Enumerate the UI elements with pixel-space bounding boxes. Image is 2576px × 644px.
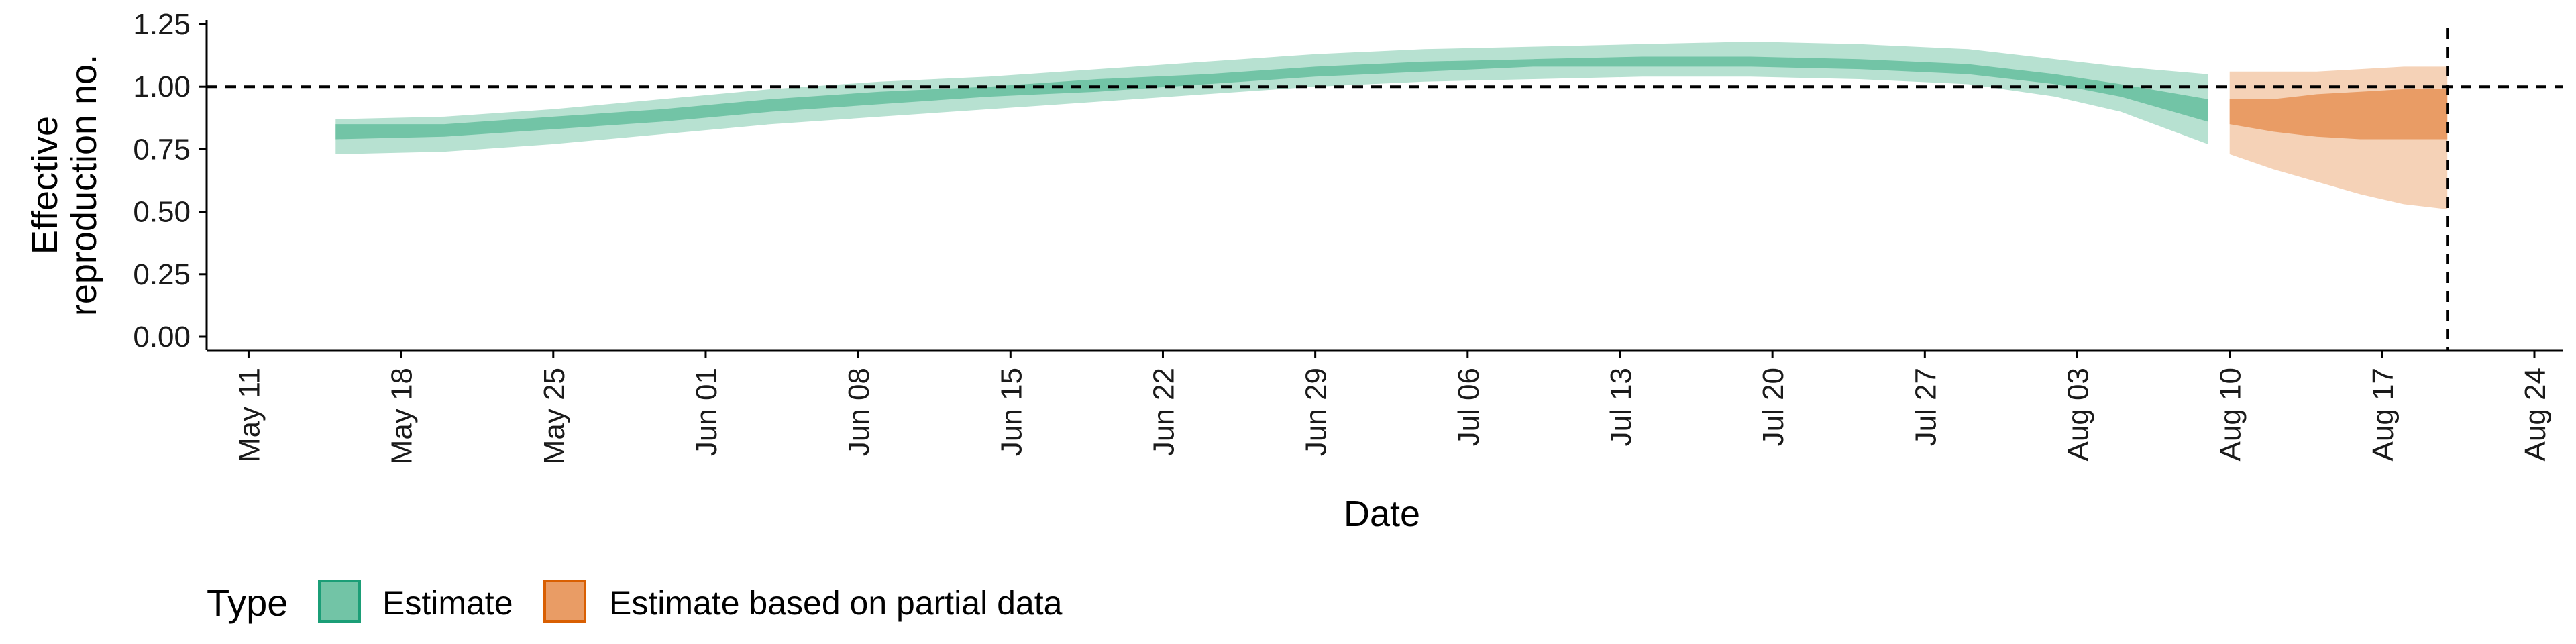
- x-tick-label: May 11: [233, 368, 266, 462]
- y-tick-label: 1.00: [133, 70, 191, 103]
- legend-title: Type: [207, 582, 288, 624]
- legend: Type Estimate Estimate based on partial …: [207, 580, 1063, 624]
- y-tick-label: 0.50: [133, 196, 191, 229]
- y-tick-label: 0.75: [133, 133, 191, 166]
- x-tick-label: Jun 01: [690, 368, 723, 456]
- legend-swatch-partial: [543, 580, 586, 623]
- y-tick-label: 0.25: [133, 258, 191, 291]
- legend-label-partial: Estimate based on partial data: [609, 584, 1063, 622]
- y-ticks: 0.00 0.25 0.50 0.75 1.00 1.25: [133, 8, 207, 354]
- x-tick-label: Jul 20: [1757, 368, 1790, 446]
- x-tick-label: Jul 27: [1909, 368, 1942, 446]
- y-tick-label: 0.00: [133, 321, 191, 354]
- x-ticks: May 11 May 18 May 25 Jun 01 Jun 08 Jun 15 Jun …: [233, 350, 2552, 464]
- legend-label-estimate: Estimate: [382, 584, 513, 622]
- y-tick-label: 1.25: [133, 8, 191, 41]
- series-0-outer-band: [335, 42, 2208, 154]
- x-tick-label: Jun 29: [1300, 368, 1333, 456]
- x-tick-label: Jun 08: [843, 368, 875, 456]
- y-axis-title: Effective reproduction no.: [25, 54, 104, 316]
- x-tick-label: Jul 06: [1452, 368, 1485, 446]
- y-axis-title-line-2: reproduction no.: [64, 54, 104, 316]
- x-tick-label: Aug 24: [2519, 368, 2552, 461]
- y-axis-title-line-1: Effective: [25, 116, 65, 254]
- series-1-inner-band: [2229, 89, 2448, 140]
- x-tick-label: Jun 22: [1147, 368, 1180, 456]
- x-tick-label: May 25: [538, 368, 571, 464]
- series-0-inner-band: [335, 56, 2208, 140]
- x-tick-label: May 18: [386, 368, 419, 464]
- x-tick-label: Aug 10: [2214, 368, 2247, 461]
- x-tick-label: Aug 17: [2367, 368, 2400, 461]
- x-tick-label: Jun 15: [995, 368, 1028, 456]
- x-tick-label: Aug 03: [2061, 368, 2094, 461]
- x-axis-title: Date: [1344, 494, 1420, 534]
- x-tick-label: Jul 13: [1605, 368, 1638, 446]
- series-layer: [335, 42, 2448, 209]
- legend-swatch-estimate: [318, 580, 361, 623]
